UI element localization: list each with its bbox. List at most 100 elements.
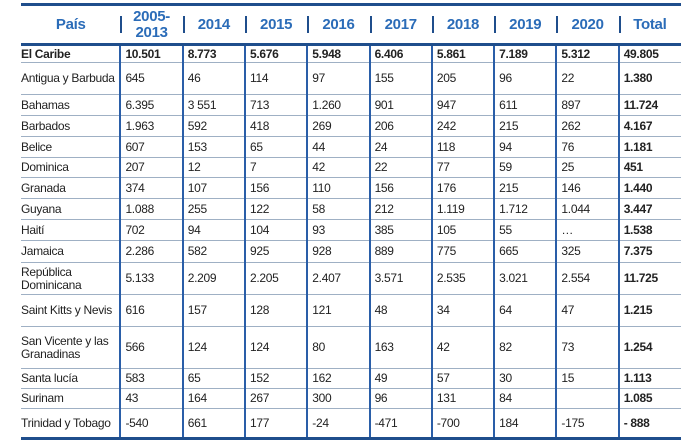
value-cell: 267 bbox=[243, 388, 308, 409]
column-header: 2005- 2013 bbox=[120, 5, 182, 45]
value-cell: 156 bbox=[243, 177, 308, 199]
country-cell: Trinidad y Tobago bbox=[21, 408, 121, 440]
country-cell: Barbados bbox=[21, 115, 121, 137]
value-cell: -175 bbox=[555, 408, 619, 440]
total-cell: 1.254 bbox=[617, 326, 681, 369]
value-cell: 713 bbox=[243, 94, 308, 116]
country-cell: Jamaica bbox=[21, 240, 121, 263]
total-cell: 1.085 bbox=[617, 388, 681, 409]
value-cell: 205 bbox=[430, 62, 495, 95]
value-cell: 269 bbox=[306, 115, 370, 137]
value-cell: 82 bbox=[493, 326, 557, 369]
column-header: 2018 bbox=[431, 5, 494, 45]
value-cell: 94 bbox=[493, 136, 557, 158]
table-row: Granada 374 107 156 110 156 176 215 146 1.440 bbox=[21, 177, 681, 199]
value-cell: -700 bbox=[430, 408, 495, 440]
value-cell: -471 bbox=[368, 408, 432, 440]
value-cell: 15 bbox=[555, 368, 619, 389]
value-cell: 3.021 bbox=[493, 262, 557, 295]
value-cell: 1.260 bbox=[306, 94, 370, 116]
table-row: Jamaica 2.286 582 925 928 889 775 665 325 7.375 bbox=[21, 240, 681, 263]
value-cell: 1.712 bbox=[493, 198, 557, 220]
value-cell: 1.088 bbox=[119, 198, 183, 220]
country-cell: Surinam bbox=[21, 388, 121, 409]
value-cell: 49 bbox=[368, 368, 432, 389]
value-cell: 176 bbox=[430, 177, 495, 199]
value-cell: 12 bbox=[181, 157, 245, 178]
column-header: Total bbox=[618, 5, 681, 45]
country-cell: Santa lucía bbox=[21, 368, 121, 389]
value-cell: 155 bbox=[368, 62, 432, 95]
total-cell: 1.215 bbox=[617, 294, 681, 327]
total-cell: 1.181 bbox=[617, 136, 681, 158]
value-cell: 7.189 bbox=[493, 44, 557, 63]
value-cell: 153 bbox=[181, 136, 245, 158]
total-cell: 11.724 bbox=[617, 94, 681, 116]
value-cell: 215 bbox=[493, 115, 557, 137]
value-cell: 1.963 bbox=[119, 115, 183, 137]
value-cell: 96 bbox=[368, 388, 432, 409]
value-cell: 566 bbox=[119, 326, 183, 369]
value-cell: 889 bbox=[368, 240, 432, 263]
value-cell: 44 bbox=[306, 136, 370, 158]
value-cell: 702 bbox=[119, 219, 183, 241]
table-row: Barbados 1.963 592 418 269 206 242 215 262 4.167 bbox=[21, 115, 681, 137]
value-cell: 2.407 bbox=[306, 262, 370, 295]
value-cell: … bbox=[555, 219, 619, 241]
total-cell: 451 bbox=[617, 157, 681, 178]
value-cell: 616 bbox=[119, 294, 183, 327]
value-cell bbox=[555, 388, 619, 409]
value-cell: 1.119 bbox=[430, 198, 495, 220]
value-cell: 3 551 bbox=[181, 94, 245, 116]
value-cell: 65 bbox=[181, 368, 245, 389]
value-cell: 162 bbox=[306, 368, 370, 389]
value-cell: 5.312 bbox=[555, 44, 619, 63]
table-row: Bahamas 6.395 3 551 713 1.260 901 947 611 897 11.… bbox=[21, 94, 681, 116]
value-cell: 242 bbox=[430, 115, 495, 137]
data-table: País 2005- 2013 2014 2015 2016 2017 2018 2019 20… bbox=[21, 3, 681, 440]
value-cell: 928 bbox=[306, 240, 370, 263]
value-cell: 385 bbox=[368, 219, 432, 241]
country-cell: El Caribe bbox=[21, 44, 121, 63]
value-cell: 206 bbox=[368, 115, 432, 137]
value-cell: 65 bbox=[243, 136, 308, 158]
value-cell: 925 bbox=[243, 240, 308, 263]
value-cell: 73 bbox=[555, 326, 619, 369]
column-header: 2017 bbox=[369, 5, 432, 45]
value-cell: 157 bbox=[181, 294, 245, 327]
value-cell: 7 bbox=[243, 157, 308, 178]
country-cell: Guyana bbox=[21, 198, 121, 220]
value-cell: 146 bbox=[555, 177, 619, 199]
value-cell: 107 bbox=[181, 177, 245, 199]
country-cell: Granada bbox=[21, 177, 121, 199]
value-cell: 64 bbox=[493, 294, 557, 327]
table-row: Antigua y Barbuda 645 46 114 97 155 205 96 22 1.3… bbox=[21, 62, 681, 95]
country-cell: Antigua y Barbuda bbox=[21, 62, 121, 95]
value-cell: 5.676 bbox=[243, 44, 308, 63]
column-header-country: País bbox=[55, 15, 86, 33]
value-cell: 58 bbox=[306, 198, 370, 220]
value-cell: 121 bbox=[306, 294, 370, 327]
table-row: República Dominicana 5.133 2.209 2.205 2.407… bbox=[21, 262, 681, 295]
column-header: 2015 bbox=[245, 5, 307, 45]
value-cell: 57 bbox=[430, 368, 495, 389]
country-cell: San Vicente y las Granadinas bbox=[21, 326, 121, 369]
value-cell: 2.554 bbox=[555, 262, 619, 295]
value-cell: 80 bbox=[306, 326, 370, 369]
table-row: Belice 607 153 65 44 24 118 94 76 1.181 bbox=[21, 136, 681, 158]
value-cell: 24 bbox=[368, 136, 432, 158]
value-cell: 2.535 bbox=[430, 262, 495, 295]
total-cell: 7.375 bbox=[617, 240, 681, 263]
table-row: Santa lucía 583 65 152 162 49 57 30 15 1.113 bbox=[21, 368, 681, 389]
value-cell: 59 bbox=[493, 157, 557, 178]
value-cell: 1.044 bbox=[555, 198, 619, 220]
value-cell: 105 bbox=[430, 219, 495, 241]
value-cell: 611 bbox=[493, 94, 557, 116]
value-cell: 76 bbox=[555, 136, 619, 158]
value-cell: 300 bbox=[306, 388, 370, 409]
value-cell: 582 bbox=[181, 240, 245, 263]
value-cell: 6.395 bbox=[119, 94, 183, 116]
value-cell: 118 bbox=[430, 136, 495, 158]
value-cell: 114 bbox=[243, 62, 308, 95]
value-cell: 43 bbox=[119, 388, 183, 409]
